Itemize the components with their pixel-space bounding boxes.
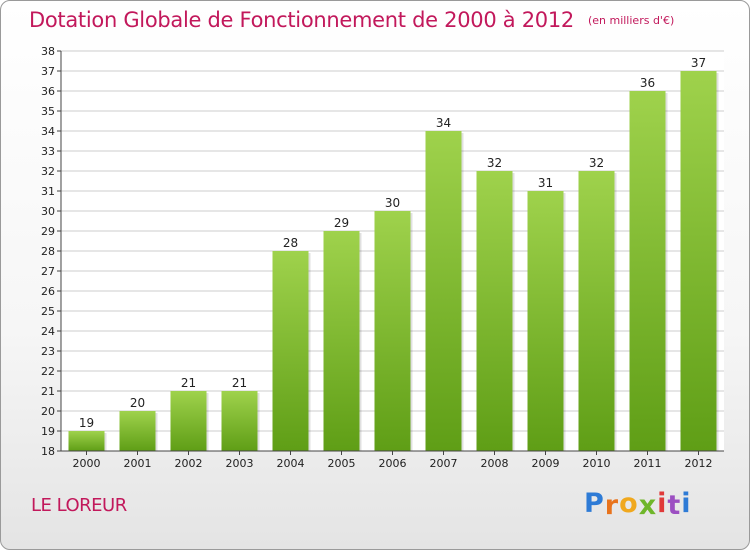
bar-2003 bbox=[221, 391, 258, 451]
x-tick-label: 2003 bbox=[226, 457, 254, 470]
y-tick-label: 21 bbox=[41, 385, 55, 398]
bar-2004 bbox=[272, 251, 309, 451]
y-tick-label: 34 bbox=[41, 125, 55, 138]
y-tick-label: 32 bbox=[41, 165, 55, 178]
bar-value-label: 32 bbox=[487, 156, 502, 170]
bar-2008 bbox=[476, 171, 513, 451]
axes: 18 19 20 21 22 23 24 25 26 27 28 29 30 31 32 33 34 35 36 37… bbox=[41, 45, 724, 470]
logo-letter: P bbox=[584, 488, 605, 519]
y-tick-label: 38 bbox=[41, 45, 55, 58]
bar-2001 bbox=[119, 411, 156, 451]
bar-2011 bbox=[629, 91, 666, 451]
x-tick-label: 2009 bbox=[532, 457, 560, 470]
logo-letter: i bbox=[681, 488, 692, 519]
logo-letter: i bbox=[657, 488, 668, 519]
bar-value-label: 20 bbox=[130, 396, 145, 410]
proxiti-logo[interactable]: Proxiti bbox=[584, 488, 692, 521]
bar-value-label: 21 bbox=[232, 376, 247, 390]
y-tick-label: 18 bbox=[41, 445, 55, 458]
commune-name: LE LOREUR bbox=[31, 495, 127, 516]
bar-value-label: 19 bbox=[79, 416, 94, 430]
logo-letter: t bbox=[667, 490, 682, 521]
y-tick-label: 22 bbox=[41, 365, 55, 378]
chart-title: Dotation Globale de Fonctionnement de 20… bbox=[29, 8, 675, 32]
y-tick-label: 29 bbox=[41, 225, 55, 238]
y-tick-label: 30 bbox=[41, 205, 55, 218]
bar-2009 bbox=[527, 191, 564, 451]
bar-2002 bbox=[170, 391, 207, 451]
bar-value-label: 34 bbox=[436, 116, 451, 130]
x-tick-label: 2000 bbox=[73, 457, 101, 470]
bar-value-label: 30 bbox=[385, 196, 400, 210]
x-tick-label: 2001 bbox=[124, 457, 152, 470]
bar-value-label: 21 bbox=[181, 376, 196, 390]
bar-value-label: 32 bbox=[589, 156, 604, 170]
y-tick-label: 35 bbox=[41, 105, 55, 118]
bar-2010 bbox=[578, 171, 615, 451]
bar-group: 19 20 21 21 28 29 30 34 32 31 32 36 37 bbox=[68, 56, 719, 451]
x-tick-label: 2004 bbox=[277, 457, 305, 470]
bar-2006 bbox=[374, 211, 411, 451]
y-tick-label: 24 bbox=[41, 325, 55, 338]
x-tick-label: 2007 bbox=[430, 457, 458, 470]
bar-2000 bbox=[68, 431, 105, 451]
bar-value-label: 28 bbox=[283, 236, 298, 250]
bar-2007 bbox=[425, 131, 462, 451]
x-tick-label: 2010 bbox=[583, 457, 611, 470]
bar-value-label: 29 bbox=[334, 216, 349, 230]
y-tick-label: 37 bbox=[41, 65, 55, 78]
y-tick-label: 20 bbox=[41, 405, 55, 418]
y-tick-label: 36 bbox=[41, 85, 55, 98]
y-tick-label: 28 bbox=[41, 245, 55, 258]
x-tick-label: 2006 bbox=[379, 457, 407, 470]
x-tick-label: 2002 bbox=[175, 457, 203, 470]
y-tick-label: 19 bbox=[41, 425, 55, 438]
logo-letter: x bbox=[638, 490, 658, 521]
bar-2005 bbox=[323, 231, 360, 451]
bar-value-label: 37 bbox=[691, 56, 706, 70]
bar-2012 bbox=[680, 71, 717, 451]
y-tick-label: 23 bbox=[41, 345, 55, 358]
x-tick-label: 2011 bbox=[634, 457, 662, 470]
y-tick-label: 25 bbox=[41, 305, 55, 318]
y-tick-label: 31 bbox=[41, 185, 55, 198]
y-tick-label: 26 bbox=[41, 285, 55, 298]
x-tick-label: 2008 bbox=[481, 457, 509, 470]
bar-value-label: 31 bbox=[538, 176, 553, 190]
x-tick-label: 2012 bbox=[685, 457, 713, 470]
chart-subtitle: (en milliers d'€) bbox=[587, 14, 675, 27]
bar-value-label: 36 bbox=[640, 76, 655, 90]
logo-letter: r bbox=[604, 490, 620, 521]
logo-letter: o bbox=[619, 488, 639, 519]
y-tick-label: 27 bbox=[41, 265, 55, 278]
x-tick-label: 2005 bbox=[328, 457, 356, 470]
y-tick-label: 33 bbox=[41, 145, 55, 158]
